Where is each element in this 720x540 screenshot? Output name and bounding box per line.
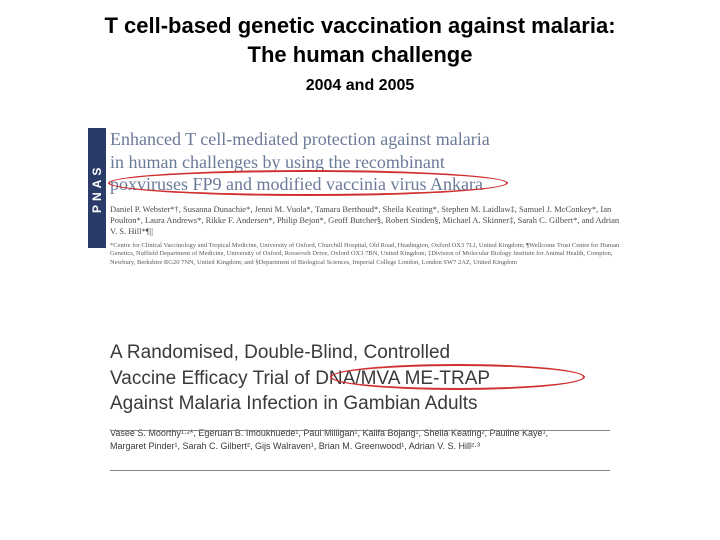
pnas-title-line2: in human challenges by using the recombi… — [110, 152, 445, 172]
second-authors-line2: Margaret Pinder¹, Sarah C. Gilbert², Gij… — [110, 441, 480, 451]
pnas-authors: Daniel P. Webster*†, Susanna Dunachie*, … — [110, 204, 620, 237]
slide-subtitle: 2004 and 2005 — [0, 77, 720, 95]
pnas-affiliations: *Centre for Clinical Vaccinology and Tro… — [110, 242, 620, 267]
pnas-title-line1: Enhanced T cell-mediated protection agai… — [110, 129, 490, 149]
second-title-line2: Vaccine Efficacy Trial of DNA/MVA ME-TRA… — [110, 368, 490, 389]
slide-title-line2: The human challenge — [248, 42, 473, 67]
second-article-title: A Randomised, Double-Blind, Controlled V… — [110, 340, 630, 417]
pnas-logo: PNAS — [88, 128, 106, 248]
slide-title-line1: T cell-based genetic vaccination against… — [104, 13, 615, 38]
pnas-title-line3: poxviruses FP9 and modified vaccinia vir… — [110, 174, 483, 194]
divider — [110, 470, 610, 471]
slide-title: T cell-based genetic vaccination against… — [0, 0, 720, 69]
second-title-line3: Against Malaria Infection in Gambian Adu… — [110, 393, 478, 414]
pnas-article-title: Enhanced T cell-mediated protection agai… — [110, 128, 620, 196]
pnas-article: PNAS Enhanced T cell-mediated protection… — [110, 128, 620, 267]
second-article: A Randomised, Double-Blind, Controlled V… — [110, 340, 630, 454]
second-title-line1: A Randomised, Double-Blind, Controlled — [110, 342, 450, 363]
divider — [110, 430, 610, 431]
